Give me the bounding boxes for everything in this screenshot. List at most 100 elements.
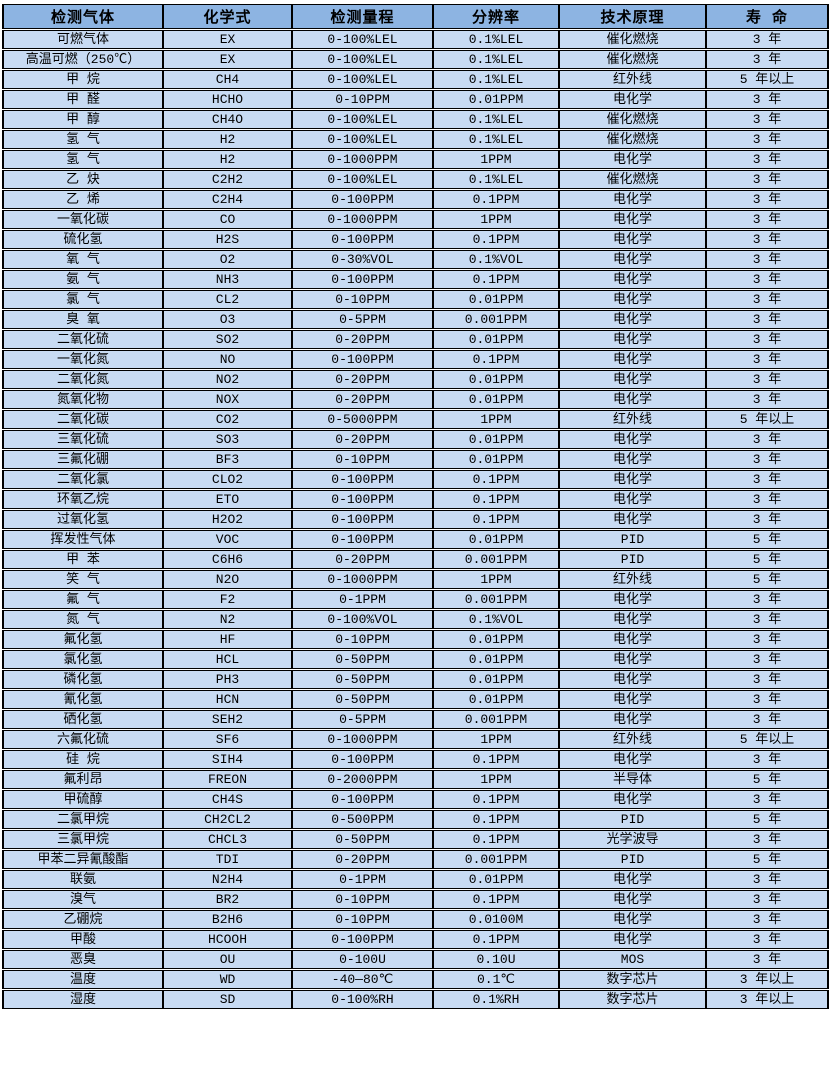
table-row: 可燃气体 EX 0-100%LEL 0.1%LEL 催化燃烧 3 年 xyxy=(2,30,829,49)
cell-resolution: 1PPM xyxy=(433,150,559,169)
cell-lifespan: 3 年 xyxy=(706,190,829,209)
cell-resolution: 0.1PPM xyxy=(433,830,559,849)
cell-chemical-formula: SIH4 xyxy=(163,750,292,769)
cell-detection-range: 0-100PPM xyxy=(292,490,433,509)
cell-detection-range: 0-1000PPM xyxy=(292,150,433,169)
cell-detection-range: 0-50PPM xyxy=(292,650,433,669)
table-row: 甲 醛 HCHO 0-10PPM 0.01PPM 电化学 3 年 xyxy=(2,90,829,109)
table-row: 高温可燃（250℃） EX 0-100%LEL 0.1%LEL 催化燃烧 3 年 xyxy=(2,50,829,69)
cell-technology: 电化学 xyxy=(559,390,706,409)
cell-chemical-formula: PH3 xyxy=(163,670,292,689)
cell-technology: 电化学 xyxy=(559,670,706,689)
column-header-gas-name: 检测气体 xyxy=(2,4,163,29)
cell-chemical-formula: ETO xyxy=(163,490,292,509)
table-row: 氟利昂 FREON 0-2000PPM 1PPM 半导体 5 年 xyxy=(2,770,829,789)
cell-resolution: 0.01PPM xyxy=(433,430,559,449)
cell-detection-range: 0-20PPM xyxy=(292,390,433,409)
cell-lifespan: 3 年 xyxy=(706,130,829,149)
cell-chemical-formula: H2O2 xyxy=(163,510,292,529)
cell-lifespan: 5 年以上 xyxy=(706,70,829,89)
cell-gas-name: 一氧化碳 xyxy=(2,210,163,229)
cell-chemical-formula: FREON xyxy=(163,770,292,789)
cell-chemical-formula: SO2 xyxy=(163,330,292,349)
cell-gas-name: 氟 气 xyxy=(2,590,163,609)
cell-technology: 电化学 xyxy=(559,690,706,709)
cell-detection-range: 0-100U xyxy=(292,950,433,969)
table-row: 氮 气 N2 0-100%VOL 0.1%VOL 电化学 3 年 xyxy=(2,610,829,629)
cell-detection-range: 0-100PPM xyxy=(292,930,433,949)
cell-detection-range: 0-20PPM xyxy=(292,330,433,349)
cell-detection-range: 0-5PPM xyxy=(292,310,433,329)
cell-gas-name: 氮 气 xyxy=(2,610,163,629)
cell-chemical-formula: TDI xyxy=(163,850,292,869)
cell-detection-range: 0-100PPM xyxy=(292,270,433,289)
table-row: 氧 气 O2 0-30%VOL 0.1%VOL 电化学 3 年 xyxy=(2,250,829,269)
cell-chemical-formula: SEH2 xyxy=(163,710,292,729)
cell-technology: PID xyxy=(559,850,706,869)
cell-lifespan: 3 年 xyxy=(706,150,829,169)
cell-lifespan: 3 年 xyxy=(706,610,829,629)
cell-resolution: 1PPM xyxy=(433,770,559,789)
cell-detection-range: 0-10PPM xyxy=(292,910,433,929)
cell-gas-name: 硒化氢 xyxy=(2,710,163,729)
cell-technology: 电化学 xyxy=(559,290,706,309)
cell-chemical-formula: C2H2 xyxy=(163,170,292,189)
cell-gas-name: 氯化氢 xyxy=(2,650,163,669)
cell-lifespan: 5 年 xyxy=(706,810,829,829)
cell-resolution: 0.01PPM xyxy=(433,370,559,389)
cell-gas-name: 氟化氢 xyxy=(2,630,163,649)
cell-technology: 数字芯片 xyxy=(559,990,706,1009)
cell-chemical-formula: C2H4 xyxy=(163,190,292,209)
cell-chemical-formula: CH2CL2 xyxy=(163,810,292,829)
cell-gas-name: 甲 苯 xyxy=(2,550,163,569)
table-row: 溴气 BR2 0-10PPM 0.1PPM 电化学 3 年 xyxy=(2,890,829,909)
cell-detection-range: 0-10PPM xyxy=(292,630,433,649)
cell-gas-name: 二氧化硫 xyxy=(2,330,163,349)
cell-lifespan: 3 年 xyxy=(706,490,829,509)
cell-resolution: 0.1%LEL xyxy=(433,50,559,69)
cell-detection-range: -40—80℃ xyxy=(292,970,433,989)
cell-gas-name: 二氧化碳 xyxy=(2,410,163,429)
cell-gas-name: 环氧乙烷 xyxy=(2,490,163,509)
column-header-detection-range: 检测量程 xyxy=(292,4,433,29)
cell-resolution: 0.01PPM xyxy=(433,650,559,669)
cell-gas-name: 氧 气 xyxy=(2,250,163,269)
cell-technology: 电化学 xyxy=(559,750,706,769)
cell-gas-name: 氮氧化物 xyxy=(2,390,163,409)
cell-chemical-formula: HCL xyxy=(163,650,292,669)
cell-technology: 电化学 xyxy=(559,210,706,229)
cell-gas-name: 氟利昂 xyxy=(2,770,163,789)
cell-technology: PID xyxy=(559,550,706,569)
cell-technology: 电化学 xyxy=(559,610,706,629)
cell-gas-name: 三氧化硫 xyxy=(2,430,163,449)
cell-lifespan: 3 年 xyxy=(706,350,829,369)
cell-lifespan: 3 年 xyxy=(706,230,829,249)
cell-resolution: 0.01PPM xyxy=(433,690,559,709)
cell-gas-name: 恶臭 xyxy=(2,950,163,969)
cell-lifespan: 3 年 xyxy=(706,290,829,309)
gas-sensor-spec-table: 检测气体 化学式 检测量程 分辨率 技术原理寿 命 可燃气体 EX 0-100%LEL 0.1… xyxy=(2,3,829,1010)
cell-resolution: 0.001PPM xyxy=(433,710,559,729)
cell-lifespan: 3 年 xyxy=(706,90,829,109)
cell-lifespan: 3 年 xyxy=(706,110,829,129)
table-row: 二氧化碳 CO2 0-5000PPM 1PPM 红外线 5 年以上 xyxy=(2,410,829,429)
cell-resolution: 0.1%LEL xyxy=(433,130,559,149)
table-row: 甲苯二异氰酸酯 TDI 0-20PPM 0.001PPM PID 5 年 xyxy=(2,850,829,869)
cell-technology: 电化学 xyxy=(559,350,706,369)
cell-technology: 半导体 xyxy=(559,770,706,789)
cell-detection-range: 0-1000PPM xyxy=(292,730,433,749)
cell-detection-range: 0-100PPM xyxy=(292,530,433,549)
table-row: 二氯甲烷 CH2CL2 0-500PPM 0.1PPM PID 5 年 xyxy=(2,810,829,829)
cell-technology: PID xyxy=(559,530,706,549)
cell-detection-range: 0-100%LEL xyxy=(292,50,433,69)
table-row: 温度 WD -40—80℃ 0.1℃ 数字芯片 3 年以上 xyxy=(2,970,829,989)
cell-lifespan: 3 年 xyxy=(706,870,829,889)
cell-technology: 电化学 xyxy=(559,230,706,249)
cell-chemical-formula: CO2 xyxy=(163,410,292,429)
cell-lifespan: 3 年 xyxy=(706,950,829,969)
cell-lifespan: 3 年 xyxy=(706,50,829,69)
cell-gas-name: 二氧化氮 xyxy=(2,370,163,389)
cell-chemical-formula: VOC xyxy=(163,530,292,549)
cell-technology: 电化学 xyxy=(559,590,706,609)
